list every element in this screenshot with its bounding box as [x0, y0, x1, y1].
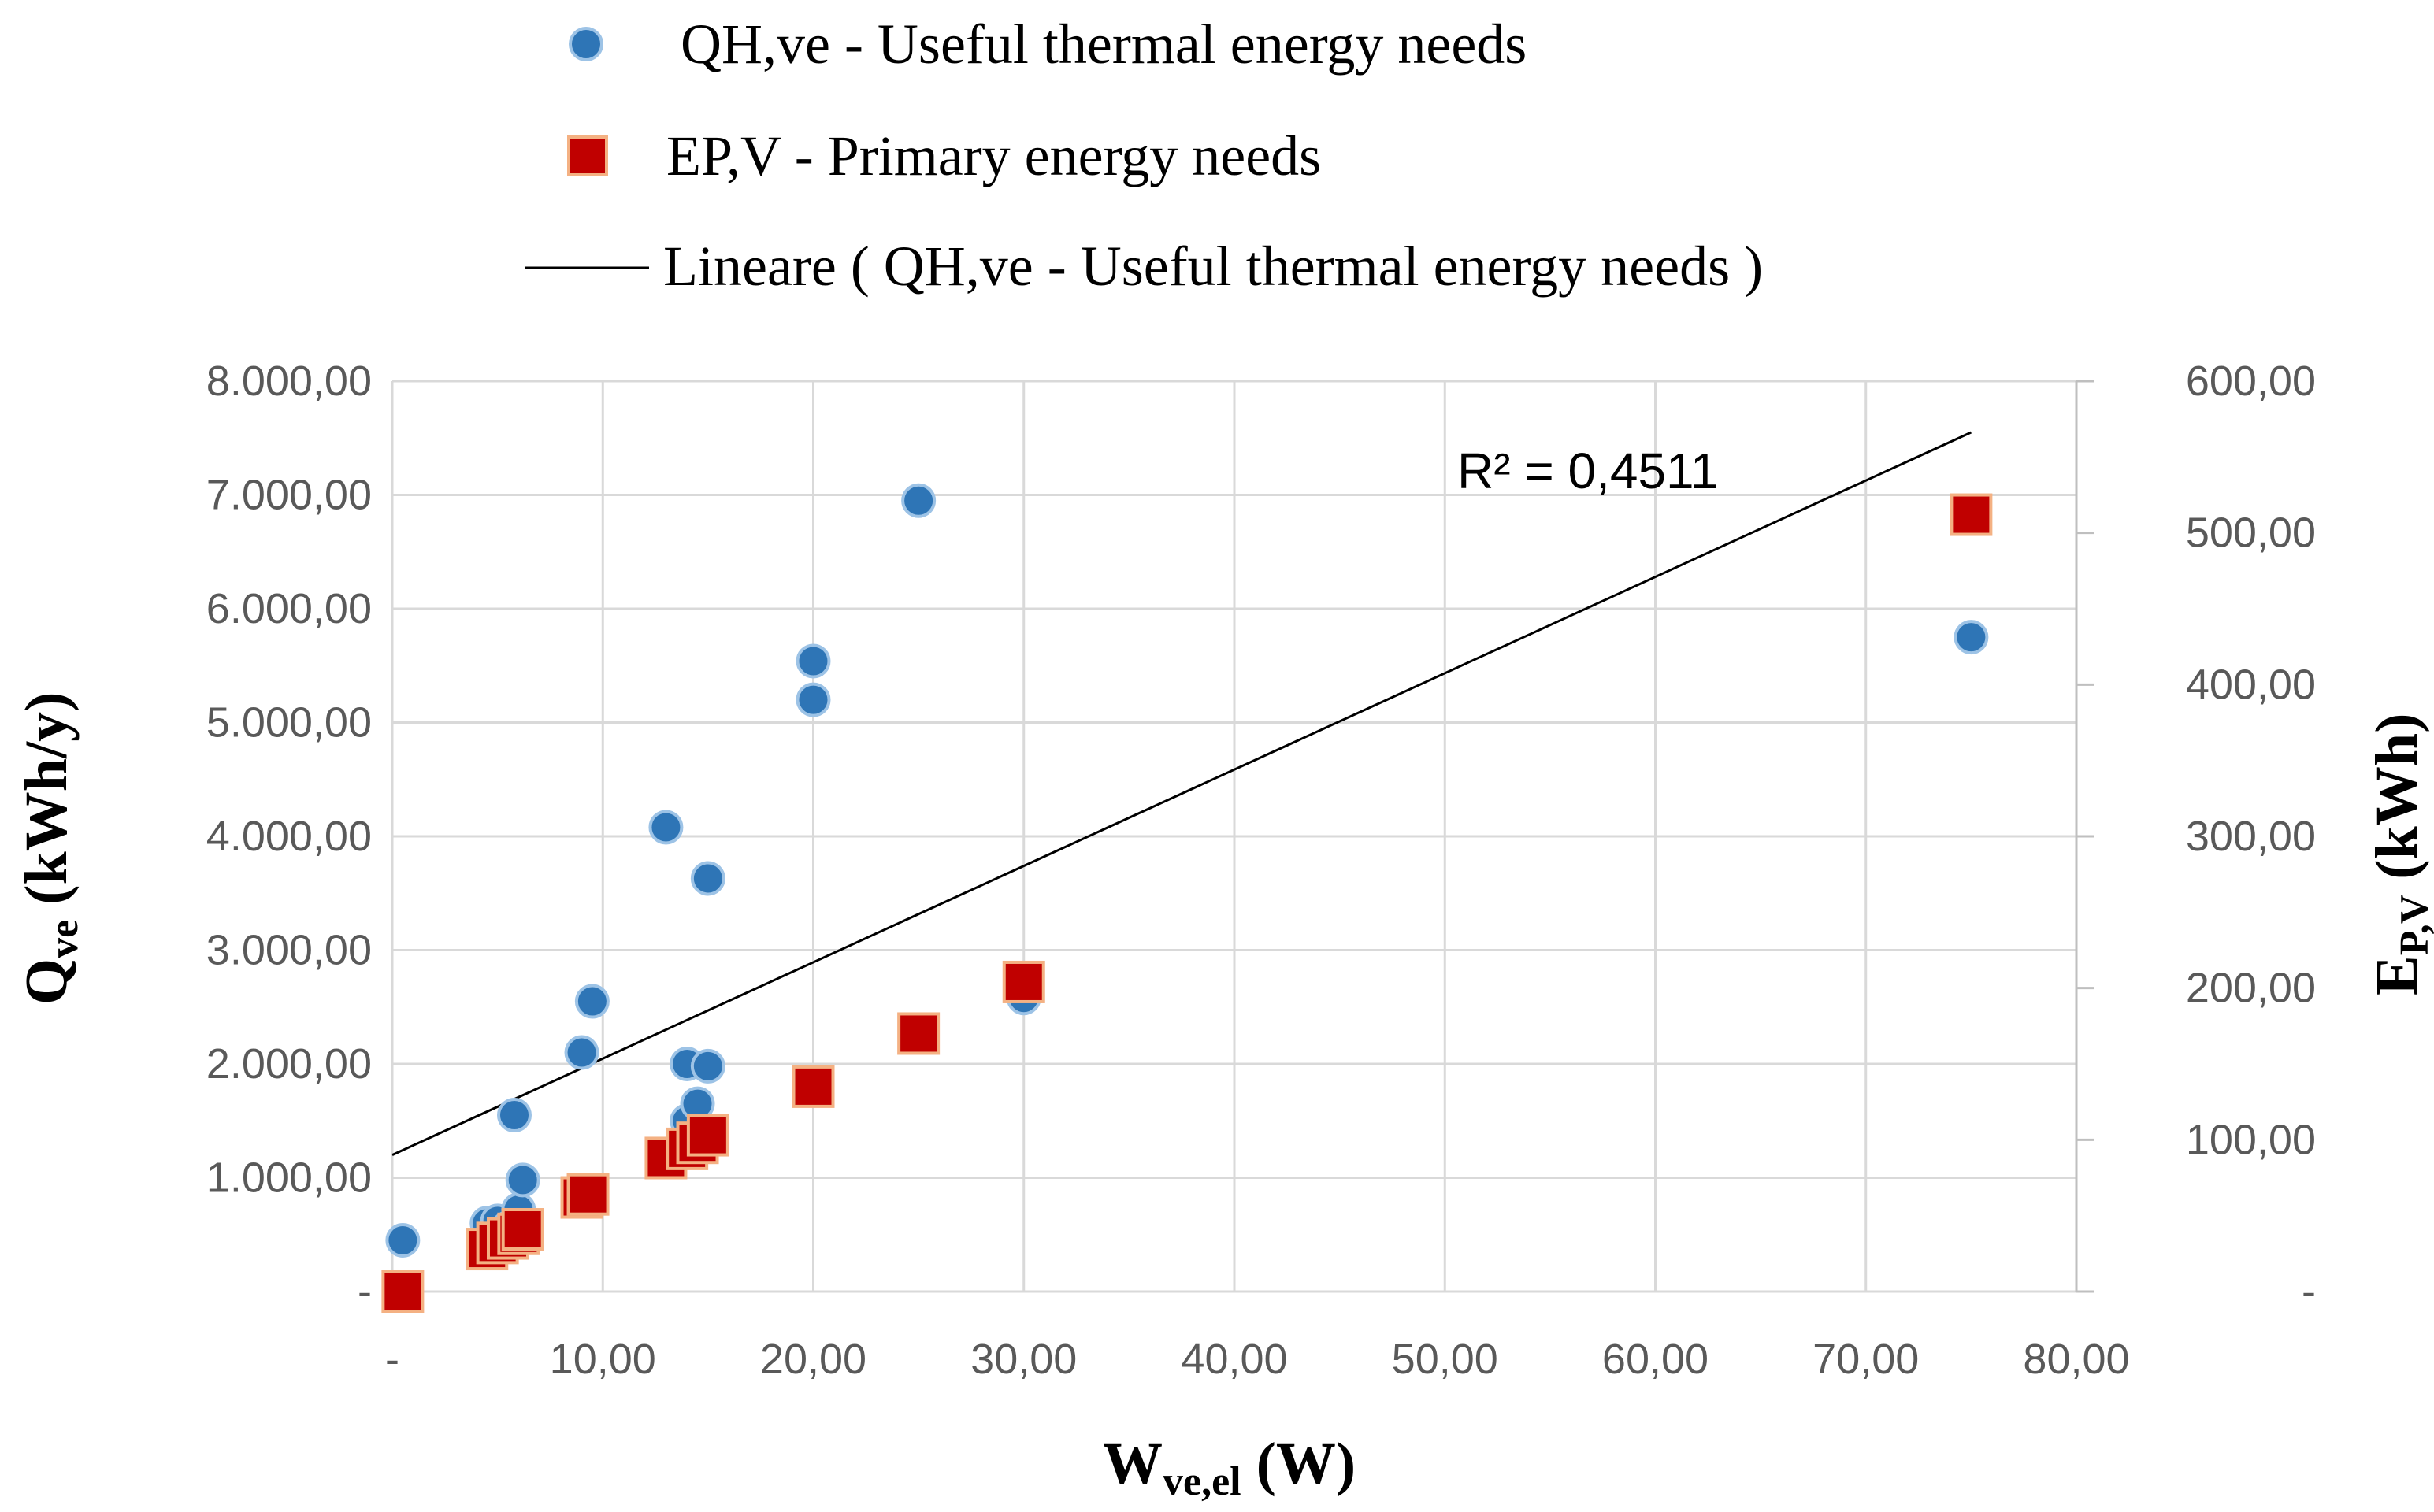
y-left-tick-label: 2.000,00: [206, 1040, 372, 1088]
y-left-tick-label: 7.000,00: [206, 472, 372, 519]
y-right-tick-label: 600,00: [2186, 358, 2316, 405]
trendline: [391, 431, 1972, 1156]
useful-thermal-point: [1954, 620, 1989, 655]
x-axis-title-sub: ve,el: [1163, 1459, 1241, 1504]
y-axis-right-title-sub: P,V: [2392, 895, 2434, 956]
y-axis-left-title-unit: (kWh/y): [13, 692, 80, 920]
legend-label-useful-thermal: QH,ve - Useful thermal energy needs: [681, 13, 1527, 76]
y-left-tick-label: 4.000,00: [206, 813, 372, 860]
r2-label: R² = 0,4511: [1457, 443, 1718, 499]
y-right-tick-label: 100,00: [2186, 1116, 2316, 1163]
primary-energy-point: [566, 1173, 610, 1216]
primary-energy-point: [1002, 960, 1045, 1003]
useful-thermal-point: [385, 1222, 421, 1258]
y-axis-left-title-sub: ve: [42, 920, 87, 958]
series-useful-thermal: [385, 483, 1989, 1258]
useful-thermal-point: [690, 1048, 725, 1084]
y-left-tick-label: 3.000,00: [206, 927, 372, 974]
primary-energy-point: [792, 1065, 835, 1108]
useful-thermal-point: [901, 483, 937, 518]
useful-thermal-point: [796, 682, 831, 717]
legend: QH,ve - Useful thermal energy needs EP,V…: [525, 13, 1763, 298]
y-right-tick-label: 300,00: [2186, 813, 2316, 860]
x-tick-label: 50,00: [1392, 1336, 1498, 1383]
y-right-tick-label: 200,00: [2186, 965, 2316, 1012]
useful-thermal-point: [648, 810, 684, 845]
x-axis-title-main: W: [1103, 1431, 1163, 1497]
useful-thermal-point: [690, 861, 725, 896]
primary-energy-point: [1950, 493, 1993, 536]
primary-energy-point: [897, 1012, 941, 1055]
primary-energy-point: [381, 1270, 425, 1313]
y-axis-right-title: EP,V (kWh): [2364, 713, 2434, 995]
y-axis-right-title-main: E: [2364, 955, 2430, 995]
y-left-tick-label: 5.000,00: [206, 699, 372, 747]
legend-label-primary-energy: EP,V - Primary energy needs: [666, 124, 1321, 187]
useful-thermal-point: [574, 984, 610, 1019]
useful-thermal-point: [796, 643, 831, 679]
x-tick-label: 40,00: [1181, 1336, 1287, 1383]
primary-energy-point: [686, 1114, 729, 1157]
y-axis-left-title-main: Q: [13, 958, 80, 1005]
x-tick-label: -: [385, 1336, 399, 1383]
series-markers: [381, 483, 1993, 1313]
legend-square-marker: [567, 135, 608, 176]
useful-thermal-point: [497, 1098, 532, 1133]
y-axis-right-title-unit: (kWh): [2364, 713, 2430, 895]
x-tick-label: 30,00: [970, 1336, 1077, 1383]
x-axis-title-unit: (W): [1241, 1431, 1356, 1497]
x-tick-label: 80,00: [2023, 1336, 2129, 1383]
y-right-tick-label: -: [2302, 1268, 2316, 1315]
legend-item-useful-thermal: QH,ve - Useful thermal energy needs: [569, 13, 1527, 76]
y-right-tick-label: 500,00: [2186, 510, 2316, 557]
y-left-tick-label: 8.000,00: [206, 358, 372, 405]
useful-thermal-point: [564, 1035, 599, 1070]
y-axis-left-title: Qve (kWh/y): [13, 692, 87, 1006]
x-tick-label: 10,00: [550, 1336, 656, 1383]
x-axis-title: Wve,el (W): [1103, 1431, 1356, 1504]
tick-labels: - 10,00 20,00 30,00 40,00 50,00 60,00 70,00 80,0…: [206, 358, 2316, 1383]
legend-item-trendline: Lineare ( QH,ve - Useful thermal energy …: [525, 235, 1763, 298]
primary-energy-point: [501, 1208, 544, 1251]
y-left-tick-label: 6.000,00: [206, 585, 372, 632]
y-right-tick-label: 400,00: [2186, 661, 2316, 708]
x-tick-label: 60,00: [1602, 1336, 1709, 1383]
y-left-tick-label: -: [358, 1268, 372, 1315]
legend-label-trendline: Lineare ( QH,ve - Useful thermal energy …: [663, 235, 1763, 298]
legend-circle-marker: [569, 27, 603, 61]
y-left-tick-label: 1.000,00: [206, 1154, 372, 1202]
legend-item-primary-energy: EP,V - Primary energy needs: [567, 124, 1321, 187]
x-tick-label: 70,00: [1813, 1336, 1919, 1383]
x-tick-label: 20,00: [760, 1336, 866, 1383]
series-primary-energy: [381, 493, 1993, 1313]
useful-thermal-point: [505, 1162, 540, 1198]
